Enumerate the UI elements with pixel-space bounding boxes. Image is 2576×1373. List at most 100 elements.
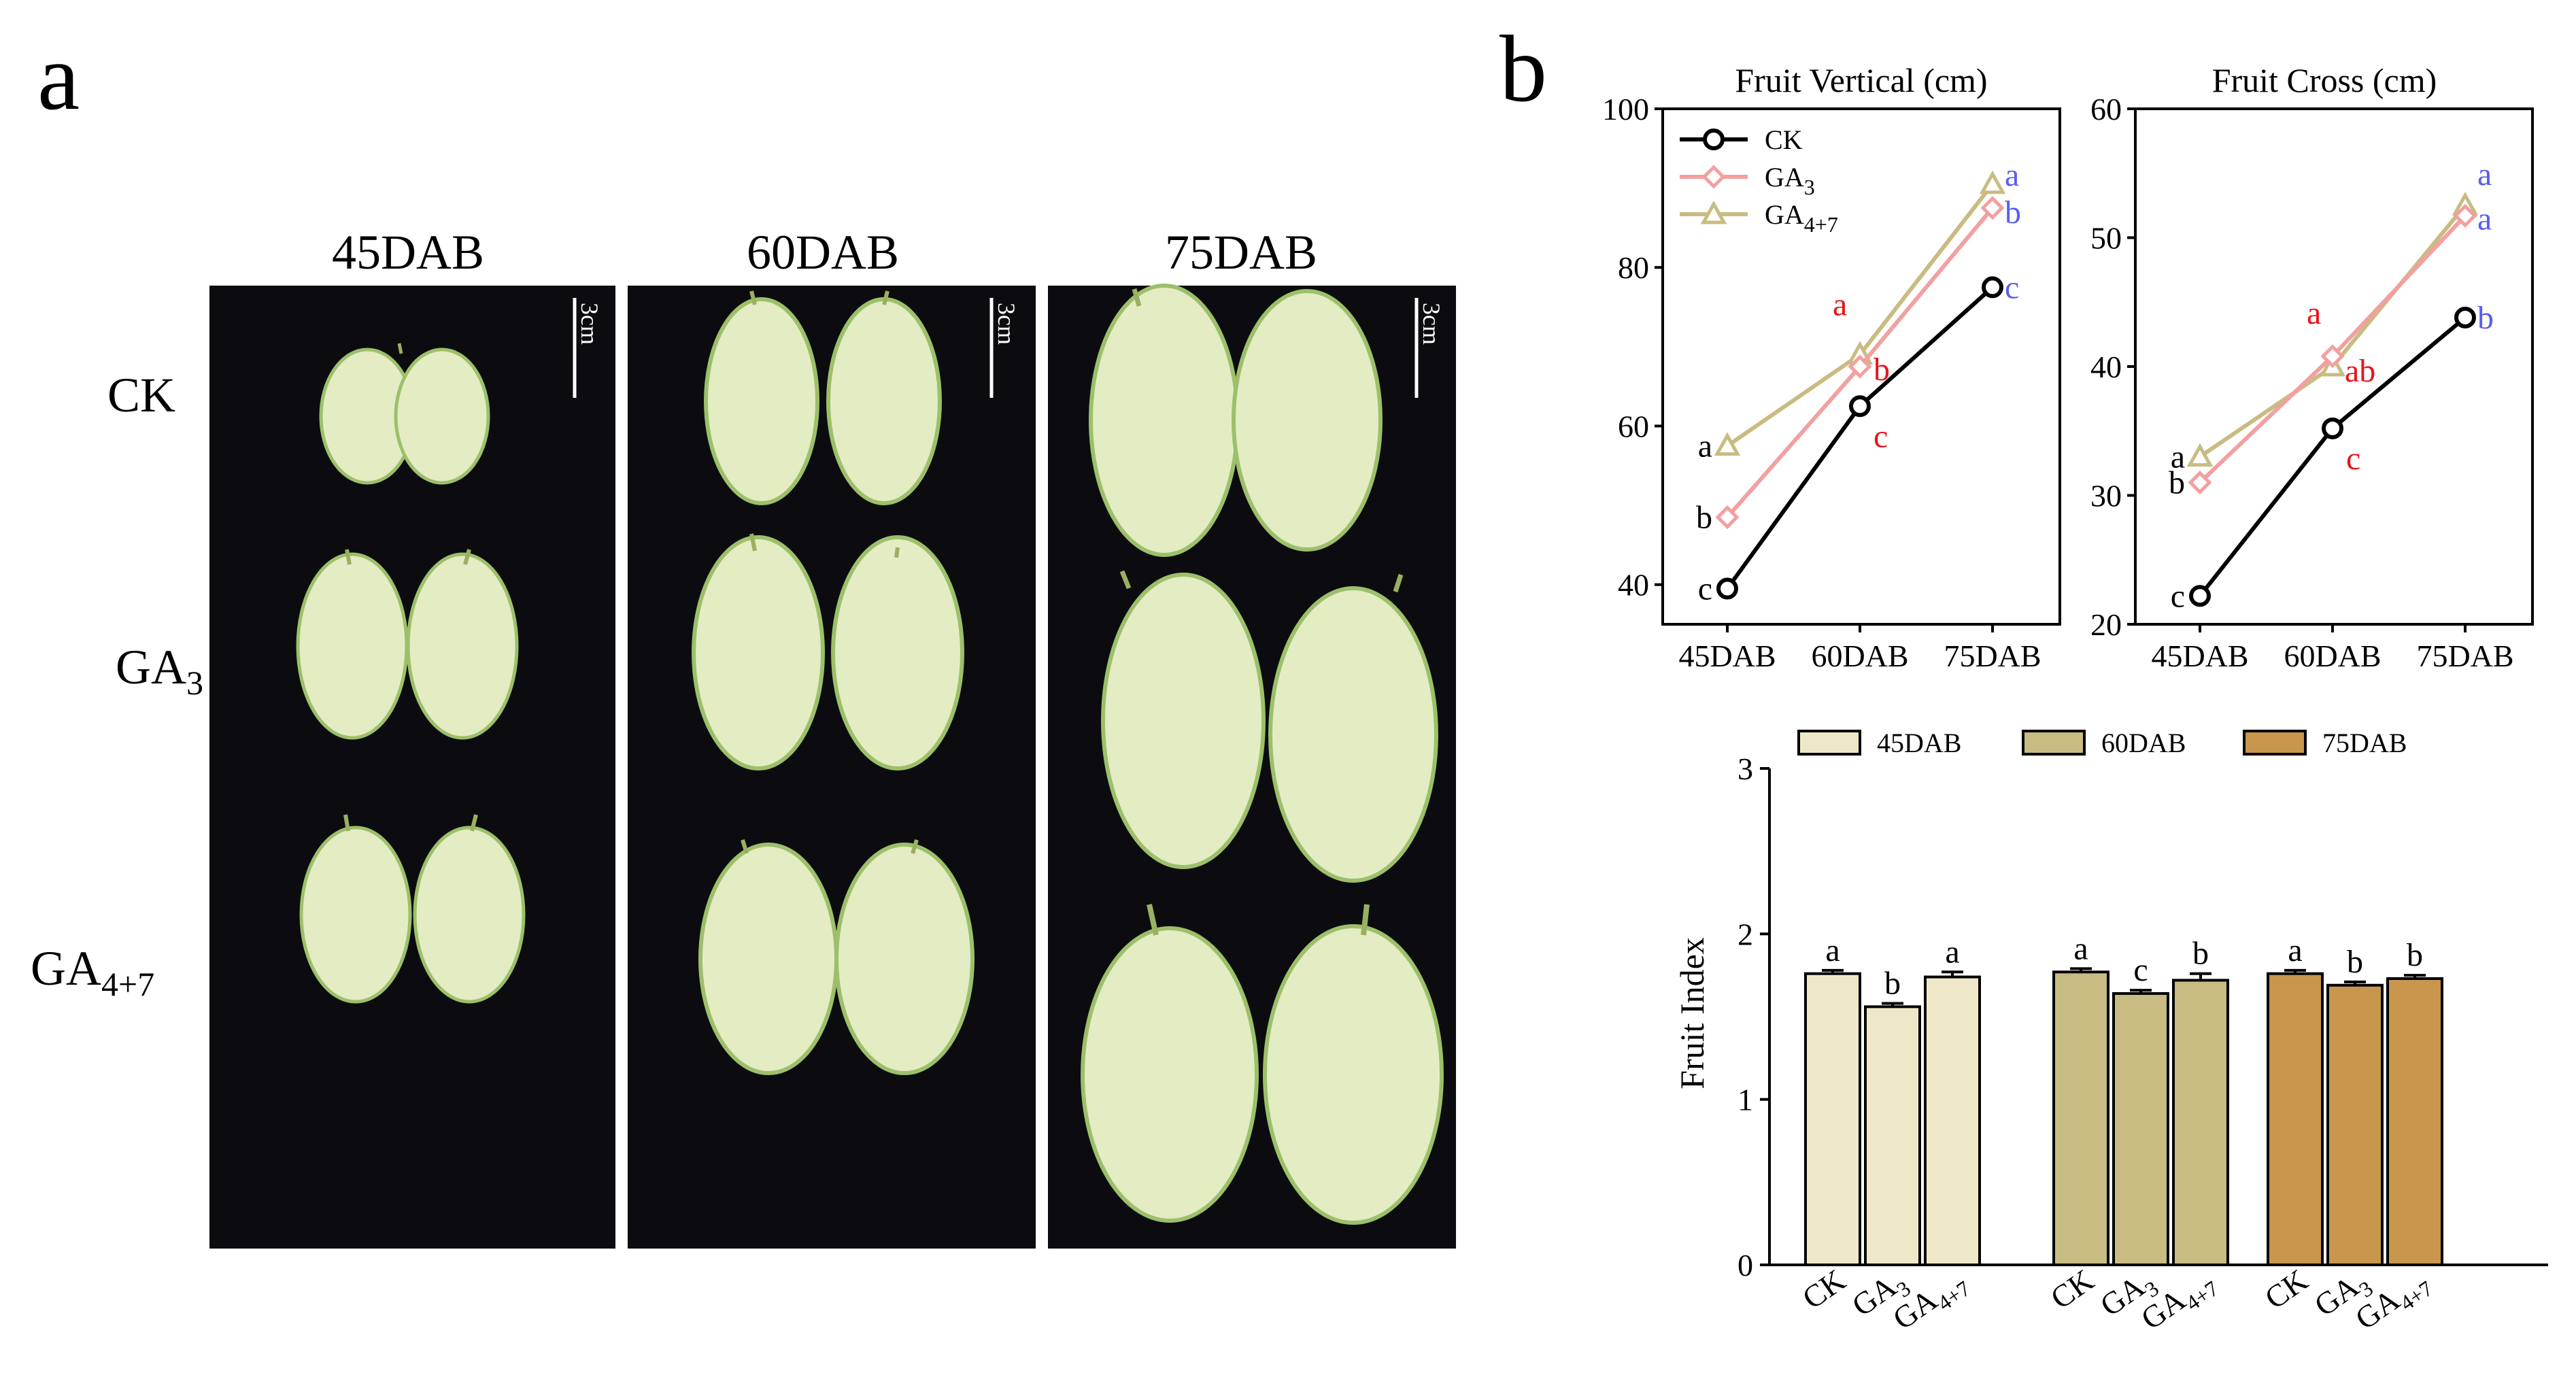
marker-1-ga47-0 xyxy=(2186,443,2214,467)
sig-letter-0-ck-1: c xyxy=(1874,418,1888,454)
bar-45dab-ck xyxy=(1804,972,1861,1266)
bar-legend-label-75dab: 75DAB xyxy=(2322,728,2407,758)
sig-letter-1-ga47-0: a xyxy=(2171,439,2185,475)
bar-chart-fruit-index: Fruit Index 0123aCKbGA3aGA4+7aCKcGA3bGA4… xyxy=(1673,728,2548,1341)
sig-letter-0-ck-0: c xyxy=(1698,571,1712,607)
line-chart-fruit-cross: Fruit Cross (cm) 20 30 40 50 60 45DAB 60DAB 75D… xyxy=(2090,61,2534,673)
bar-60dab-ga3 xyxy=(2112,991,2169,1267)
y-tick-label-1-1: 30 xyxy=(2090,479,2122,513)
bar-x-label-60dab-ck: CK xyxy=(2044,1262,2100,1315)
y-tick-label-1-3: 50 xyxy=(2090,221,2122,256)
sig-letter-1-ga3-1: a xyxy=(2307,295,2321,331)
fruit-60dab-ga3 xyxy=(692,533,964,770)
fruit-45dab-ga47 xyxy=(299,814,526,1004)
marker-0-ga3-1 xyxy=(1848,354,1872,379)
bar-75dab-ga3 xyxy=(2326,983,2384,1267)
bar-x-label-45dab-ga47: GA4+7 xyxy=(1886,1262,1975,1341)
sig-letter-1-ck-2: b xyxy=(2477,300,2494,336)
chart-title-fruit-vertical: Fruit Vertical (cm) xyxy=(1735,61,1987,99)
sig-letter-75dab-ck: a xyxy=(2288,932,2302,968)
marker-0-ga3-2 xyxy=(1980,196,2005,220)
y-tick-label-0-0: 40 xyxy=(1618,568,1649,603)
sig-letter-45dab-ga47: a xyxy=(1945,934,1959,970)
sig-letter-0-ga47-2: a xyxy=(2005,157,2019,193)
bar-60dab-ck xyxy=(2052,970,2109,1267)
fruit-45dab-ga3 xyxy=(296,549,519,740)
legend-marker-ga47 xyxy=(1700,200,1727,224)
sig-letter-0-ga3-0: b xyxy=(1696,500,1712,536)
col-label-60dab: 60DAB xyxy=(747,225,899,279)
bar-chart-ylabel: Fruit Index xyxy=(1673,937,1711,1089)
sig-letter-60dab-ga47: b xyxy=(2192,936,2209,972)
chart-title-fruit-cross: Fruit Cross (cm) xyxy=(2212,61,2437,99)
bar-x-label-75dab-ga47: GA4+7 xyxy=(2349,1262,2437,1341)
y-tick-label-1-0: 20 xyxy=(2090,607,2122,642)
row-label-ck: CK xyxy=(107,368,175,422)
x-tick-label-0-75dab: 75DAB xyxy=(1944,639,2041,673)
bar-legend-swatch-45dab xyxy=(1797,730,1861,756)
sig-letter-60dab-ck: a xyxy=(2073,930,2088,966)
scale-label-75dab: 3cm xyxy=(1418,303,1445,345)
photo-60dab xyxy=(628,286,1036,1249)
panel-a-letter: a xyxy=(37,24,80,130)
bar-legend-swatch-60dab xyxy=(2022,730,2086,756)
sig-letter-0-ga47-0: a xyxy=(1698,428,1712,464)
sig-letter-0-ga3-1: b xyxy=(1874,352,1890,388)
y-tick-label-1-4: 60 xyxy=(2090,92,2122,126)
marker-0-ga3-0 xyxy=(1715,505,1740,530)
bar-legend-label-45dab: 45DAB xyxy=(1877,728,1961,758)
bar-y-tick-label-0: 0 xyxy=(1738,1248,1753,1283)
bar-legend-swatch-75dab xyxy=(2243,730,2307,756)
marker-1-ck-1 xyxy=(2322,417,2343,439)
bar-y-tick-label-3: 3 xyxy=(1738,751,1753,786)
sig-letter-45dab-ck: a xyxy=(1825,932,1840,968)
legend-label-ck: CK xyxy=(1765,124,1803,155)
bar-75dab-ck xyxy=(2267,972,2324,1266)
panel-b-letter: b xyxy=(1499,16,1547,122)
x-tick-label-0-60dab: 60DAB xyxy=(1811,639,1908,673)
fruit-75dab-ck xyxy=(1089,284,1383,557)
marker-1-ga3-0 xyxy=(2188,471,2212,495)
bar-x-label-45dab-ck: CK xyxy=(1796,1262,1852,1315)
sig-letter-1-ga47-2: a xyxy=(2477,156,2492,192)
fruit-45dab-ck xyxy=(319,343,490,485)
legend-marker-ga3 xyxy=(1701,165,1726,189)
fruit-60dab-ga47 xyxy=(698,839,975,1075)
y-tick-label-0-3: 100 xyxy=(1602,92,1649,126)
marker-0-ck-2 xyxy=(1982,276,2003,299)
legend-label-ga3: GA3 xyxy=(1765,162,1815,199)
sig-letter-75dab-ga3: b xyxy=(2347,944,2363,980)
col-label-45dab: 45DAB xyxy=(332,225,484,279)
fruit-75dab-ga3 xyxy=(1101,570,1438,883)
sig-letter-1-ga3-0: b xyxy=(2169,465,2185,501)
x-tick-label-0-45dab: 45DAB xyxy=(1678,639,1776,673)
sig-letter-0-ga47-1: a xyxy=(1833,287,1847,323)
x-tick-label-1-60dab: 60DAB xyxy=(2284,639,2381,673)
row-label-ga47: GA4+7 xyxy=(31,941,154,1003)
y-tick-label-0-1: 60 xyxy=(1618,409,1649,443)
y-tick-label-1-2: 40 xyxy=(2090,350,2122,384)
marker-0-ck-1 xyxy=(1849,395,1871,418)
sig-letter-1-ga47-1: ab xyxy=(2345,353,2375,389)
marker-0-ga47-2 xyxy=(1979,170,2006,194)
sig-letter-45dab-ga3: b xyxy=(1884,966,1901,1002)
sig-letter-75dab-ga47: b xyxy=(2407,937,2423,973)
x-tick-label-1-45dab: 45DAB xyxy=(2151,639,2248,673)
marker-0-ga47-0 xyxy=(1714,432,1741,456)
bar-60dab-ga47 xyxy=(2172,979,2229,1266)
row-label-ga3: GA3 xyxy=(116,640,203,702)
bar-x-label-75dab-ck: CK xyxy=(2258,1262,2314,1315)
fruit-75dab-ga47 xyxy=(1081,904,1444,1225)
scale-label-45dab: 3cm xyxy=(576,303,603,345)
marker-0-ck-0 xyxy=(1716,577,1738,600)
bar-45dab-ga3 xyxy=(1864,1005,1921,1267)
marker-1-ga3-1 xyxy=(2320,344,2345,369)
sig-letter-1-ck-0: c xyxy=(2171,578,2185,614)
bar-y-tick-label-2: 2 xyxy=(1738,917,1753,951)
bar-legend-label-60dab: 60DAB xyxy=(2101,728,2186,758)
sig-letter-60dab-ga3: c xyxy=(2133,952,2148,988)
sig-letter-1-ck-1: c xyxy=(2346,441,2360,477)
legend-label-ga47: GA4+7 xyxy=(1765,199,1838,237)
line-chart-fruit-vertical: Fruit Vertical (cm) 40 60 80 100 45DAB 60DAB 7… xyxy=(1602,61,2061,673)
